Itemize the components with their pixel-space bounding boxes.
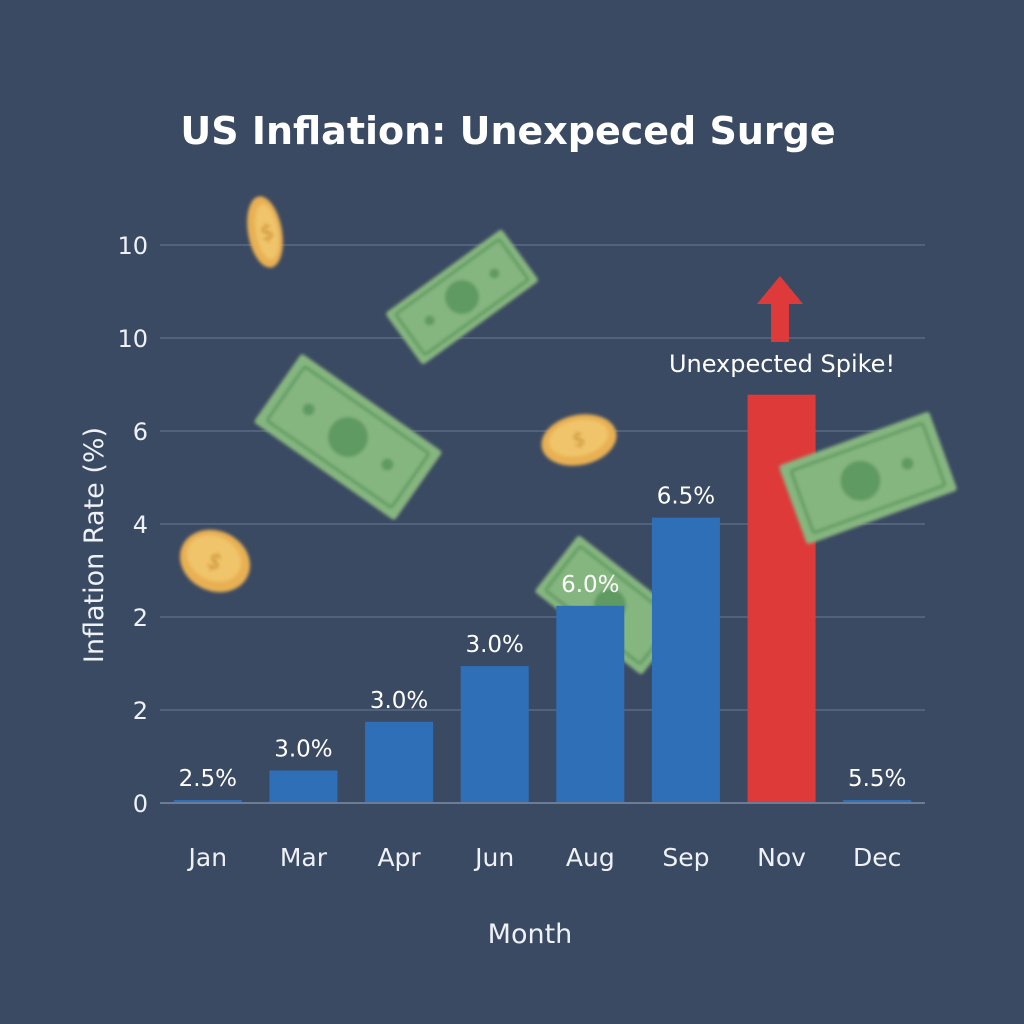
bar-value-label: 6.0% [561,572,619,598]
y-tick-label: 10 [117,232,148,260]
svg-text:$: $ [570,426,587,452]
y-tick-label: 0 [133,790,148,818]
bar-highlight [747,394,816,803]
x-tick-label: Aug [566,843,615,872]
x-tick-label: Sep [662,843,709,872]
bar [269,770,338,803]
dollar-bill-icon [386,229,538,365]
bar-value-label: 3.0% [274,737,332,763]
y-tick-label: 4 [133,511,148,539]
bar [460,666,529,803]
bar-value-label: 3.0% [465,632,523,658]
y-axis-ticks: 0 2 2 4 6 10 10 [117,232,148,818]
bar [173,800,242,803]
bar-value-label: 2.5% [179,766,237,792]
chart-title: US Inflation: Unexpeced Surge [180,109,835,153]
bar-value-label: 6.5% [657,484,715,510]
x-tick-label: Jun [473,843,514,872]
y-tick-label: 2 [133,604,148,632]
bars [173,394,912,803]
x-tick-label: Mar [280,843,328,872]
y-tick-label: 10 [117,325,148,353]
bar [651,517,720,803]
x-tick-label: Apr [377,843,421,872]
spike-arrow-icon [757,276,803,342]
dollar-bill-icon [254,354,442,520]
spike-annotation: Unexpected Spike! [669,350,895,378]
dollar-bill-icon [779,412,957,544]
gold-coin-icon: $ [247,196,283,268]
svg-text:$: $ [258,220,276,247]
gold-coin-icon: $ [179,529,251,593]
x-tick-label: Nov [757,843,806,872]
x-tick-label: Dec [853,843,901,872]
bar [843,800,912,803]
y-axis-title: Inflation Rate (%) [79,427,110,663]
y-tick-label: 6 [133,418,148,446]
y-tick-label: 2 [133,697,148,725]
x-axis-title: Month [488,919,573,950]
money-decorations-back: $ $ $ [179,196,685,675]
x-axis-tick-labels: Jan Mar Apr Jun Aug Sep Nov Dec [187,843,902,872]
gold-coin-icon: $ [541,414,617,466]
bar [365,721,434,803]
value-labels: 2.5% 3.0% 3.0% 3.0% 6.0% 6.5% 5.5% [179,484,907,792]
x-tick-label: Jan [187,843,228,872]
bar-value-label: 5.5% [848,766,906,792]
bar [556,605,625,803]
bar-value-label: 3.0% [370,688,428,714]
